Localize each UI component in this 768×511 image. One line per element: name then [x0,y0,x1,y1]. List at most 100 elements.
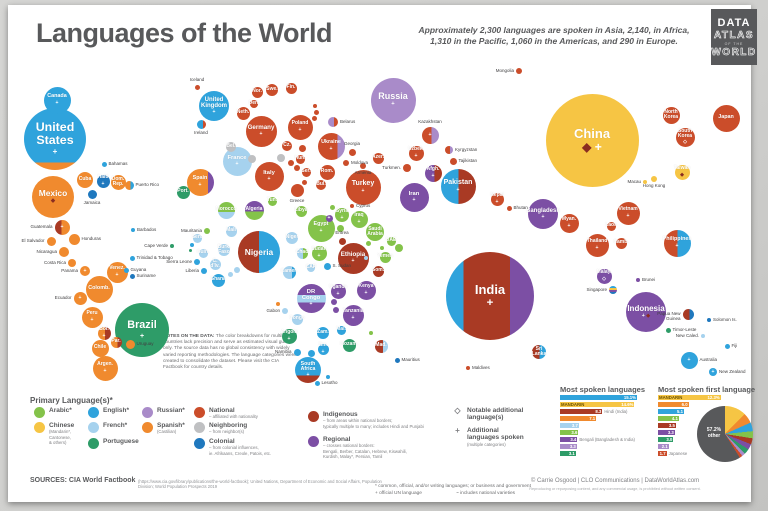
bar-spanish: 7.1 [560,416,597,421]
legend-item-english: English* [88,407,129,418]
legend-item-regional: Regional – crosses national borders: Beng… [308,436,407,460]
bar-hindi: 3.5 [658,423,676,428]
legend-label: French* [103,422,128,429]
copyright-line: © Carrie Osgood | CLO Communications | D… [530,478,700,484]
bar-english: 15.1% [560,395,637,400]
legend-item-neighboring: Neighboring – from neighbor(s) [194,422,247,435]
bar-french: 3.7 [560,423,579,428]
legend-label: Spanish* (Castilian) [157,422,185,435]
legend-label: Chinese (Mandarin*, Cantonese, & others) [49,422,75,446]
most-spoken-languages-chart: 15.1% MANDARIN 14.6% 8.3 Hindi (India) 7.1 3.7… [560,395,637,458]
legend-swatch [34,407,45,418]
page-title: Languages of the World [36,18,333,48]
chart-title-most-spoken-first-language: Most spoken first language [658,385,756,394]
bar-english: 5.1 [658,409,684,414]
bar-arabic: 4.1 [658,416,679,421]
legend-label: Regional – crosses national borders: Beng… [323,436,407,460]
legend-item-indigenous: Indigenous – from areas within national b… [308,411,424,429]
bar-mandarin: MANDARIN 12.3% [658,395,721,400]
logo-line-data: DATA [717,16,751,29]
legend-swatch [308,411,319,422]
bar-mandarin: MANDARIN 14.6% [560,402,635,407]
legend-swatch [34,422,45,433]
sources-detail: (https://www.cia.gov/library/publication… [138,479,382,490]
legend-item-notable: ◇ Notable additional language(s) [452,407,523,422]
legend-swatch [194,422,205,433]
bar-row-portuguese: 3.1 [560,451,637,456]
legend-swatch [194,438,205,449]
notes-on-the-data: NOTES ON THE DATA: The color breakdowns … [163,334,297,371]
legend-label: Portuguese [103,438,139,445]
legend-label: Arabic* [49,407,72,414]
bar-row-japanese: 1.7 Japanese [658,451,688,456]
bar-bengali: 3.3 [658,430,675,435]
bar-portuguese: 3.0 [658,437,674,442]
most-spoken-first-language-chart: MANDARIN 12.3% 6.0 5.1 4.1 3.5 3.3 3.0 2.1 1.7 Jap… [658,395,721,458]
bar-row-bengali: 3.3 [658,430,721,435]
bar-row-arabic: 4.1 [658,416,721,421]
legend-item-chinese: Chinese (Mandarin*, Cantonese, & others) [34,422,74,446]
legend-item-portuguese: Portuguese [88,438,139,449]
bar-row-russian: 2.1 [658,444,721,449]
bar-row-english: 5.1 [658,409,721,414]
legend-label: Russian* [157,407,185,414]
legend-title: Primary Language(s)* [30,396,113,405]
bar-russian: 2.1 [658,444,669,449]
legend-label: National – affiliated with nationality [209,407,258,420]
diamond-symbol-icon: ◇ [454,406,461,415]
logo-line-world: WORLD [711,46,757,58]
legend-item-arabic: Arabic* [34,407,72,418]
logo-line-of-the: OF THE [724,41,744,46]
legend-swatch [308,436,319,447]
logo-line-atlas: ATLAS [713,29,755,41]
bar-portuguese: 3.1 [560,451,576,456]
bar-row-hindi: 3.5 [658,423,721,428]
footnotes: * common, official, and/or writing langu… [375,483,531,497]
footnote-3: ~ includes national varieties [455,491,516,497]
legend-label: Additional languages spoken (multiple cat… [467,427,524,447]
legend-item-russian: Russian* [142,407,185,418]
sources-label: SOURCES: CIA World Factbook [30,477,136,484]
bar-spanish: 6.0 [658,402,689,407]
legend-item-additional: + Additional languages spoken (multiple ca… [452,427,524,447]
legend-swatch [194,407,205,418]
notes-title: NOTES ON THE DATA: [163,334,215,339]
bar-arabic: 3.6 [560,430,579,435]
legend-label: Notable additional language(s) [467,407,524,422]
bar-russian: 3.3 [560,444,577,449]
legend-item-colonial: Colonial – from colonial influences, ie. … [194,438,271,456]
bar-row-spanish: 7.1 [560,416,637,421]
bar-row-russian: 3.3 [560,444,637,449]
bar-row-english: 15.1% [560,395,637,400]
footnote-1: * common, official, and/or writing langu… [375,484,531,489]
legend-swatch [88,407,99,418]
bar-japanese: 1.7 [658,451,667,456]
copyright-small-print: Reproducing or repurposing content, and … [529,487,701,491]
legend-label: Indigenous – from areas within national b… [323,411,424,429]
data-atlas-logo: DATA ATLAS OF THE WORLD [711,9,757,65]
legend-item-spanish: Spanish* (Castilian) [142,422,185,435]
bar-hindi: 8.3 [560,409,603,414]
bar-bengali: 3.4 [560,437,578,442]
bar-row-bengali: 3.4 Bengali (Bangladesh & India) [560,437,637,442]
bar-row-portuguese: 3.0 [658,437,721,442]
legend-label: Neighboring – from neighbor(s) [209,422,248,435]
bar-row-mandarin: MANDARIN 14.6% [560,402,637,407]
intro-text: Approximately 2,300 languages are spoken… [418,25,690,47]
pie-other-label: 57.2% other [706,427,722,439]
legend-swatch [142,422,153,433]
bar-row-spanish: 6.0 [658,402,721,407]
notes-body: The color breakdowns for multilingual co… [163,334,296,371]
bar-row-hindi: 8.3 Hindi (India) [560,409,637,414]
legend-swatch [142,407,153,418]
bar-row-mandarin: MANDARIN 12.3% [658,395,721,400]
legend-label: English* [103,407,130,414]
legend-item-national: National – affiliated with nationality [194,407,258,420]
bar-row-arabic: 3.6 [560,430,637,435]
legend-item-french: French* [88,422,127,433]
first-language-pie-chart [697,406,753,462]
footnote-2: + official UN language [375,491,422,497]
legend-label: Colonial – from colonial influences, ie. … [209,438,272,456]
chart-title-most-spoken-languages: Most spoken languages [560,385,646,394]
